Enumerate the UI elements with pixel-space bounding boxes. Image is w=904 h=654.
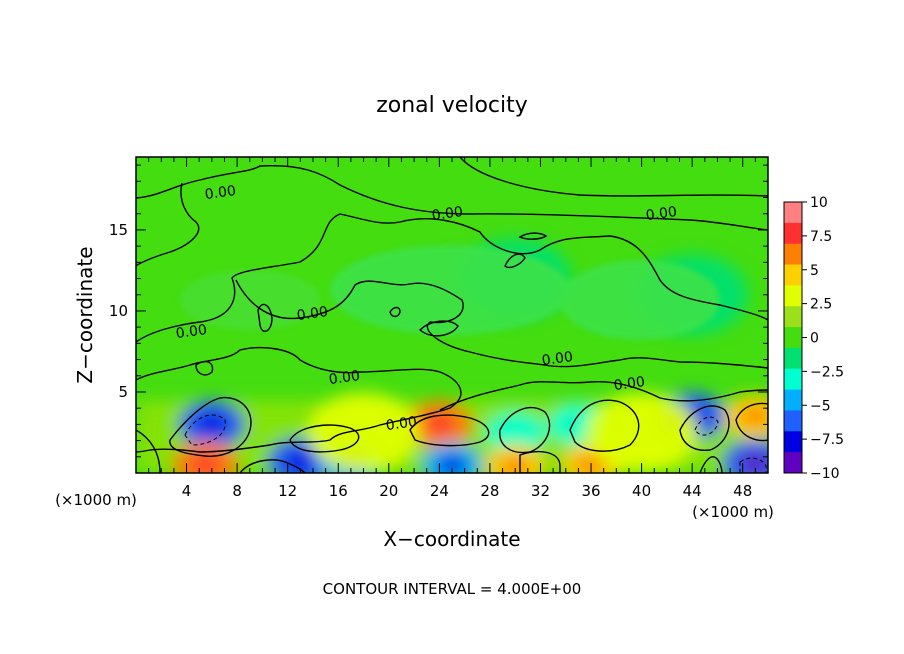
colorbar-tick-label: −7.5 — [810, 432, 844, 448]
y-tick-label: 15 — [109, 221, 128, 239]
contour-line — [569, 399, 640, 452]
contour-label: 0.00 — [541, 349, 574, 369]
x-tick-label: 4 — [182, 482, 192, 500]
contour-label: 0.00 — [296, 304, 329, 324]
contour-line — [235, 279, 768, 369]
plot-area — [136, 157, 768, 473]
contour-line — [504, 253, 526, 269]
x-tick-label: 12 — [278, 482, 297, 500]
contour-line — [409, 414, 490, 447]
x-tick-label: 24 — [430, 482, 449, 500]
contour-labels: 0.00 0.00 0.00 0.00 0.00 0.00 0.00 0.00 0.00 — [175, 183, 678, 434]
contour-line — [418, 320, 459, 337]
contour-lines — [136, 157, 768, 473]
dashed-contours — [184, 414, 767, 473]
x-tick-label: 20 — [379, 482, 398, 500]
contour-line — [699, 456, 723, 473]
colorbar-swatch — [784, 327, 802, 349]
contour-label: 0.00 — [613, 374, 646, 394]
dashed-contour — [739, 457, 767, 473]
colorbar-swatch — [784, 202, 802, 224]
colorbar-tick-label: −2.5 — [810, 364, 844, 380]
x-tick-label: 36 — [581, 482, 600, 500]
contour-label: 0.00 — [385, 414, 418, 434]
colorbar-tick-label: −10 — [810, 466, 840, 482]
field-feature — [484, 410, 546, 455]
contour-line — [257, 303, 273, 332]
field-core — [195, 413, 229, 436]
contour-line — [136, 429, 161, 473]
colorbar-swatch — [784, 452, 802, 474]
contour-line — [518, 232, 548, 240]
colorbar-tick-label: 0 — [810, 331, 819, 347]
contour-label: 0.00 — [431, 204, 464, 224]
field-feature — [307, 392, 420, 473]
contour-line — [735, 402, 768, 442]
x-tick-label: 40 — [632, 482, 651, 500]
contour-label: 0.00 — [204, 183, 237, 203]
dashed-contour — [184, 414, 226, 446]
x-tick-label: 44 — [683, 482, 702, 500]
colorbar-swatch — [784, 410, 802, 432]
dashed-contour — [694, 416, 719, 436]
field-core — [188, 454, 223, 473]
colorbar-tick-label: 7.5 — [810, 229, 832, 245]
colorbar-swatch — [784, 243, 802, 266]
colorbar: 10 7.5 5 2.5 0 −2.5 −5 −7.5 −10 — [783, 195, 844, 482]
contour-line — [519, 451, 561, 473]
colorbar-swatch — [784, 285, 802, 307]
contour-line — [439, 380, 768, 411]
x-axis: 4 8 12 16 20 24 28 32 36 40 44 48 — [148, 157, 756, 500]
colorbar-tick-label: 10 — [810, 195, 828, 211]
contour-interval-note: CONTOUR INTERVAL = 4.000E+00 — [323, 580, 582, 598]
field-core — [499, 456, 531, 473]
x-tick-label: 28 — [480, 482, 499, 500]
contour-label: 0.00 — [175, 322, 208, 342]
field-core — [436, 455, 468, 473]
field-core — [739, 406, 768, 427]
x-tick-label: 32 — [531, 482, 550, 500]
contour-label: 0.00 — [645, 204, 678, 224]
contour-label: 0.00 — [328, 368, 361, 388]
y-tick-label: 5 — [118, 383, 128, 401]
colorbar-swatch — [784, 368, 802, 391]
field-core — [283, 450, 318, 473]
x-tick-label: 16 — [329, 482, 348, 500]
colorbar-swatch — [784, 347, 802, 370]
y-tick-label: 10 — [109, 302, 128, 320]
colorbar-swatch — [784, 264, 802, 286]
contour-line — [136, 347, 462, 453]
x-unit-label: (×1000 m) — [692, 503, 774, 521]
y-axis: 5 10 15 — [109, 164, 768, 458]
contour-line — [136, 182, 200, 267]
chart-title: zonal velocity — [376, 93, 528, 118]
contour-line — [136, 164, 768, 231]
x-tick-label: 8 — [232, 482, 242, 500]
colorbar-swatch — [784, 306, 802, 328]
colorbar-swatch — [784, 389, 802, 411]
colorbar-tick-label: 5 — [810, 263, 819, 279]
colorbar-tick-label: 2.5 — [810, 297, 832, 313]
contour-line — [459, 157, 768, 197]
contour-line — [389, 306, 401, 318]
field-core — [422, 413, 457, 436]
field-core — [738, 452, 768, 473]
contour-line — [289, 424, 360, 453]
contour-line — [499, 407, 551, 454]
colorbar-swatch — [784, 222, 802, 245]
colorbar-tick-label: −5 — [810, 398, 831, 414]
colorbar-swatch — [784, 431, 802, 453]
contour-line — [169, 396, 252, 457]
field-feature — [585, 392, 698, 473]
contour-line — [195, 360, 214, 376]
contour-line — [679, 405, 730, 452]
x-tick-label: 48 — [733, 482, 752, 500]
contour-line — [239, 459, 306, 473]
y-axis-label: Z−coordinate — [73, 246, 97, 383]
y-unit-label: (×1000 m) — [55, 491, 137, 509]
contour-line — [136, 213, 768, 343]
x-axis-label: X−coordinate — [383, 527, 520, 551]
